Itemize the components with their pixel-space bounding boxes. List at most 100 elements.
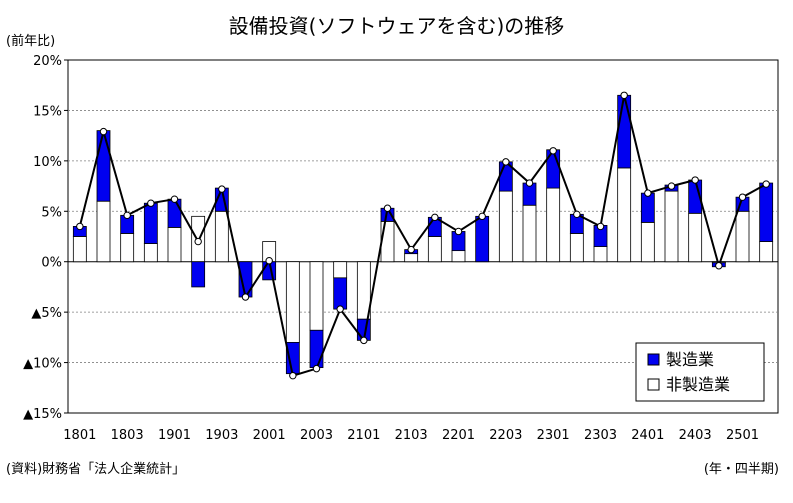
- bar-non-manufacturing: [451, 250, 466, 263]
- x-tick-label: 1903: [205, 428, 238, 443]
- total-point: [383, 204, 392, 212]
- legend-box: [635, 342, 765, 402]
- bar-manufacturing: [96, 130, 111, 202]
- total-point: [431, 213, 439, 222]
- total-point: [620, 91, 628, 100]
- bar-manufacturing: [617, 94, 632, 169]
- total-point: [289, 371, 297, 380]
- x-tick-label: 2003: [300, 428, 333, 443]
- x-tick-label: 1901: [158, 428, 191, 443]
- x-tick-label: 2501: [726, 428, 759, 443]
- total-point: [502, 158, 510, 166]
- total-point: [667, 182, 676, 190]
- plot-frame: [67, 59, 779, 414]
- bar-non-manufacturing: [167, 227, 182, 263]
- bar-non-manufacturing: [143, 243, 158, 263]
- source-note: (資料)財務省「法人企業統計」: [6, 462, 186, 477]
- total-point: [99, 127, 108, 136]
- x-tick-label: 2203: [489, 428, 522, 443]
- total-point: [360, 336, 368, 345]
- total-point: [147, 199, 155, 207]
- bar-non-manufacturing: [427, 236, 442, 263]
- total-point: [478, 212, 486, 221]
- bar-non-manufacturing: [380, 220, 395, 263]
- y-tick-label: 5%: [41, 205, 62, 220]
- x-tick-label: 2201: [442, 428, 475, 443]
- total-point: [691, 176, 699, 184]
- bar-non-manufacturing: [285, 261, 300, 343]
- bar-non-manufacturing: [120, 233, 135, 263]
- bar-non-manufacturing: [617, 167, 632, 263]
- total-point: [312, 364, 321, 373]
- y-tick-label: ▲5%: [31, 306, 62, 321]
- x-tick-label: 2103: [395, 428, 428, 443]
- total-point: [170, 195, 179, 203]
- total-point: [525, 179, 534, 187]
- total-point: [336, 305, 344, 313]
- x-tick-label: 1801: [63, 428, 96, 443]
- bar-non-manufacturing: [72, 236, 87, 263]
- bar-manufacturing: [333, 277, 348, 310]
- total-point: [738, 193, 747, 201]
- bar-non-manufacturing: [522, 204, 537, 263]
- bar-manufacturing: [759, 182, 774, 242]
- bar-non-manufacturing: [333, 261, 348, 279]
- y-axis-unit-label: (前年比): [6, 34, 56, 49]
- bar-non-manufacturing: [688, 212, 703, 263]
- y-tick-label: 20%: [33, 54, 62, 69]
- bar-non-manufacturing: [759, 241, 774, 263]
- legend-label: 製造業: [666, 350, 714, 369]
- bar-manufacturing: [167, 198, 182, 228]
- chart-title: 設備投資(ソフトウェアを含む)の推移: [228, 14, 565, 38]
- bar-non-manufacturing: [96, 200, 111, 263]
- total-point: [596, 222, 605, 231]
- bar-non-manufacturing: [640, 221, 655, 263]
- bar-non-manufacturing: [664, 190, 679, 263]
- bar-manufacturing: [309, 329, 324, 369]
- y-tick-label: 15%: [33, 104, 62, 119]
- legend-swatch: [647, 353, 660, 366]
- x-tick-label: 2403: [679, 428, 712, 443]
- x-tick-label: 1803: [111, 428, 144, 443]
- y-tick-label: 0%: [41, 256, 62, 271]
- x-tick-label: 2101: [347, 428, 380, 443]
- total-point: [644, 189, 652, 197]
- total-point: [76, 222, 84, 231]
- x-tick-label: 2303: [584, 428, 617, 443]
- total-point: [218, 185, 226, 193]
- legend-swatch: [647, 378, 660, 391]
- total-point: [573, 210, 581, 219]
- bar-non-manufacturing: [498, 190, 513, 263]
- legend-label: 非製造業: [666, 375, 730, 394]
- x-tick-label: 2301: [537, 428, 570, 443]
- bar-non-manufacturing: [404, 253, 419, 263]
- bar-manufacturing: [475, 215, 490, 263]
- total-point: [454, 227, 463, 236]
- x-tick-label: 2401: [631, 428, 664, 443]
- bar-manufacturing: [640, 192, 655, 223]
- bar-non-manufacturing: [546, 187, 561, 263]
- total-point: [549, 147, 557, 155]
- total-point: [762, 180, 770, 188]
- total-point: [123, 211, 131, 220]
- x-axis-unit-label: (年・四半期): [703, 462, 779, 477]
- bar-manufacturing: [143, 202, 158, 244]
- bar-non-manufacturing: [309, 261, 324, 331]
- bar-non-manufacturing: [569, 233, 584, 263]
- x-tick-label: 2001: [253, 428, 286, 443]
- y-tick-label: 10%: [33, 155, 62, 170]
- total-point: [715, 262, 723, 270]
- bar-non-manufacturing: [735, 210, 750, 263]
- total-point: [241, 293, 250, 301]
- y-tick-label: ▲10%: [23, 357, 62, 372]
- total-point: [265, 257, 273, 265]
- bar-non-manufacturing: [214, 210, 229, 263]
- total-point: [194, 237, 202, 246]
- bar-manufacturing: [191, 261, 206, 288]
- bar-non-manufacturing: [593, 246, 608, 263]
- total-point: [407, 245, 415, 254]
- y-tick-label: ▲15%: [23, 407, 62, 422]
- total-line: [78, 95, 767, 377]
